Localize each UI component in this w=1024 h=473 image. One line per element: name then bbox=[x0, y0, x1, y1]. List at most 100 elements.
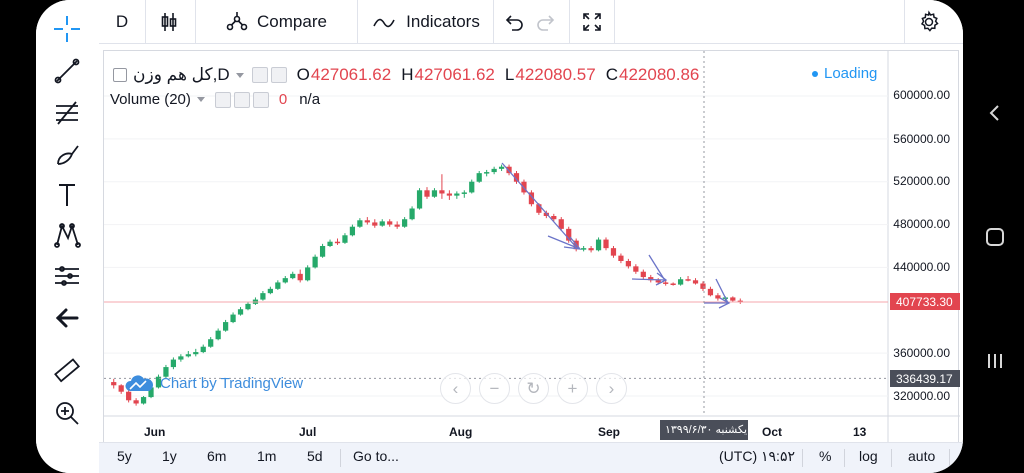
high-value: 427061.62 bbox=[414, 65, 495, 84]
chart-pane[interactable]: کل هم وزن , D O 427061.62 H 427061.62 L 422… bbox=[103, 50, 960, 445]
candle bbox=[715, 293, 721, 301]
candle-body bbox=[260, 293, 266, 300]
candle-body bbox=[111, 382, 117, 386]
candle bbox=[178, 354, 184, 362]
candle bbox=[118, 384, 124, 394]
collapse-legend-icon[interactable] bbox=[113, 68, 127, 82]
candle bbox=[416, 188, 423, 210]
zoom-in-button[interactable]: + bbox=[557, 373, 588, 404]
low-key: L bbox=[504, 65, 515, 84]
range-6m[interactable]: 6m bbox=[207, 448, 227, 464]
candle bbox=[663, 280, 669, 286]
open-value: 427061.62 bbox=[310, 65, 392, 84]
eye-icon[interactable] bbox=[251, 67, 268, 83]
time-tick: Jun bbox=[144, 425, 166, 439]
candle bbox=[581, 246, 587, 252]
clock-label[interactable]: ۱۹:۵۲ (UTC) bbox=[719, 448, 795, 464]
go-to-button[interactable]: Go to... bbox=[353, 448, 399, 464]
candle-body bbox=[491, 168, 497, 173]
candle-body bbox=[677, 279, 684, 285]
range-1m[interactable]: 1m bbox=[257, 448, 277, 464]
candle bbox=[215, 328, 221, 341]
price-chart[interactable] bbox=[104, 51, 960, 445]
candle-body bbox=[178, 356, 184, 360]
candle-body bbox=[715, 295, 721, 299]
candle-body bbox=[342, 235, 348, 243]
candles-icon bbox=[161, 12, 177, 31]
range-5y[interactable]: 5y bbox=[117, 448, 132, 464]
candle-body bbox=[402, 219, 408, 227]
candle bbox=[208, 337, 214, 348]
range-1y[interactable]: 1y bbox=[162, 448, 177, 464]
volume-remove-icon[interactable] bbox=[252, 91, 269, 108]
volume-eye-icon[interactable] bbox=[214, 91, 231, 108]
home-nav-button[interactable] bbox=[980, 222, 1010, 252]
candle-body bbox=[387, 221, 393, 225]
candle-body bbox=[618, 255, 624, 261]
zoom-out-button[interactable]: − bbox=[479, 373, 510, 404]
fullscreen-button[interactable] bbox=[575, 0, 609, 43]
symbol-name: کل هم وزن bbox=[133, 65, 213, 84]
scroll-left-button[interactable]: ‹ bbox=[440, 373, 471, 404]
volume-value: 0 bbox=[278, 91, 288, 108]
candle bbox=[349, 224, 356, 237]
candle bbox=[543, 210, 549, 219]
zoom-in-tool-icon[interactable] bbox=[50, 396, 84, 430]
candle bbox=[200, 344, 206, 354]
undo-icon bbox=[505, 14, 523, 31]
interval-button[interactable]: D bbox=[107, 0, 137, 43]
auto-toggle[interactable]: auto bbox=[908, 448, 936, 464]
minus-icon: − bbox=[489, 378, 500, 398]
crosshair-price-label: 336439.17 bbox=[890, 370, 960, 387]
back-nav-button[interactable] bbox=[980, 98, 1010, 128]
candle-body bbox=[663, 282, 669, 284]
candle bbox=[618, 253, 624, 264]
candle bbox=[677, 277, 684, 286]
candle bbox=[528, 190, 535, 207]
pattern-tool-icon[interactable] bbox=[50, 218, 84, 252]
candle bbox=[275, 280, 281, 290]
candle-body bbox=[566, 228, 572, 241]
scroll-right-button[interactable]: › bbox=[596, 373, 627, 404]
volume-settings-icon[interactable] bbox=[233, 91, 250, 108]
settings-mini-icon[interactable] bbox=[270, 67, 287, 83]
legend-interval: D bbox=[217, 65, 230, 84]
fib-tool-icon[interactable] bbox=[50, 96, 84, 130]
settings-button[interactable] bbox=[913, 0, 945, 43]
candle-body bbox=[424, 190, 430, 197]
volume-dropdown-icon[interactable] bbox=[196, 97, 205, 102]
drawing-toolbar bbox=[36, 0, 99, 473]
range-5d[interactable]: 5d bbox=[307, 448, 323, 464]
chart-type-button[interactable] bbox=[151, 0, 187, 43]
ruler-tool-icon[interactable] bbox=[50, 354, 84, 388]
percent-toggle[interactable]: % bbox=[819, 448, 832, 464]
candle-body bbox=[282, 278, 288, 283]
redo-button[interactable] bbox=[531, 0, 561, 43]
undo-button[interactable] bbox=[499, 0, 529, 43]
log-toggle[interactable]: log bbox=[859, 448, 878, 464]
candle-body bbox=[305, 267, 311, 281]
trend-line-tool-icon[interactable] bbox=[50, 54, 84, 88]
candle-body bbox=[581, 248, 587, 250]
back-arrow-icon[interactable] bbox=[50, 301, 84, 335]
candle bbox=[685, 276, 691, 282]
brush-tool-icon[interactable] bbox=[50, 138, 84, 172]
legend-dropdown-icon[interactable] bbox=[235, 72, 244, 78]
close-value: 422080.86 bbox=[619, 65, 700, 84]
candle-body bbox=[528, 192, 535, 205]
main-legend: کل هم وزن , D O 427061.62 H 427061.62 L 422… bbox=[110, 65, 699, 85]
measure-tool-icon[interactable] bbox=[50, 259, 84, 293]
compare-button[interactable]: Compare bbox=[203, 0, 349, 43]
reset-button[interactable]: ↻ bbox=[518, 373, 549, 404]
candle-body bbox=[357, 220, 363, 227]
tradingview-watermark[interactable]: Chart by TradingView bbox=[124, 373, 303, 393]
crosshair-tool-icon[interactable] bbox=[50, 12, 84, 46]
candle bbox=[312, 254, 318, 269]
candle-body bbox=[185, 354, 191, 357]
candle bbox=[476, 171, 482, 183]
text-tool-icon[interactable] bbox=[50, 178, 84, 212]
delete-button[interactable] bbox=[961, 0, 963, 37]
volume-label: Volume (20) bbox=[110, 91, 191, 108]
recents-nav-button[interactable] bbox=[980, 346, 1010, 376]
indicators-button[interactable]: Indicators bbox=[365, 0, 487, 43]
